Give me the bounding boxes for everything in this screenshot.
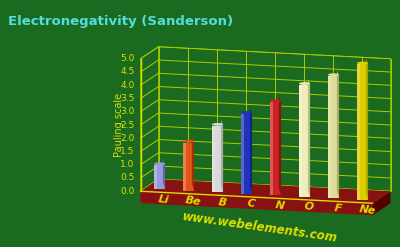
- Text: 4.0: 4.0: [120, 81, 134, 90]
- Text: B: B: [217, 197, 227, 208]
- Polygon shape: [154, 165, 165, 189]
- Polygon shape: [270, 102, 281, 195]
- Polygon shape: [366, 58, 368, 200]
- Ellipse shape: [183, 140, 194, 143]
- Polygon shape: [328, 76, 331, 198]
- Ellipse shape: [328, 73, 339, 76]
- Text: 1.0: 1.0: [120, 160, 134, 169]
- Polygon shape: [357, 64, 368, 200]
- Polygon shape: [372, 191, 390, 215]
- Polygon shape: [279, 96, 281, 195]
- Polygon shape: [183, 143, 194, 190]
- Polygon shape: [221, 120, 223, 192]
- Text: O: O: [304, 202, 314, 213]
- Text: Li: Li: [158, 194, 170, 206]
- Polygon shape: [328, 76, 339, 198]
- Polygon shape: [242, 114, 244, 193]
- Polygon shape: [158, 47, 390, 191]
- Text: Electronegativity (Sanderson): Electronegativity (Sanderson): [8, 15, 233, 28]
- Polygon shape: [212, 126, 223, 192]
- Text: 2.5: 2.5: [120, 121, 134, 129]
- Polygon shape: [300, 85, 302, 197]
- Polygon shape: [337, 70, 339, 198]
- Polygon shape: [241, 114, 252, 193]
- Text: 2.0: 2.0: [120, 134, 134, 143]
- Polygon shape: [140, 179, 390, 203]
- Ellipse shape: [270, 100, 281, 102]
- Text: 0.5: 0.5: [120, 173, 134, 183]
- Ellipse shape: [299, 82, 310, 85]
- Text: 3.5: 3.5: [120, 94, 134, 103]
- Polygon shape: [184, 143, 186, 190]
- Text: N: N: [275, 200, 285, 211]
- Polygon shape: [250, 108, 252, 193]
- Polygon shape: [358, 64, 360, 200]
- Ellipse shape: [357, 62, 368, 64]
- Text: Be: Be: [184, 195, 202, 208]
- Polygon shape: [270, 102, 273, 195]
- Text: 4.5: 4.5: [120, 67, 134, 77]
- Text: Ne: Ne: [358, 205, 376, 217]
- Polygon shape: [299, 85, 310, 197]
- Polygon shape: [154, 165, 157, 189]
- Text: www.webelements.com: www.webelements.com: [182, 210, 338, 244]
- Polygon shape: [212, 126, 215, 192]
- Polygon shape: [140, 47, 158, 191]
- Text: F: F: [334, 203, 342, 214]
- Ellipse shape: [212, 123, 223, 126]
- Polygon shape: [140, 191, 372, 215]
- Text: C: C: [246, 199, 256, 209]
- Polygon shape: [308, 79, 310, 197]
- Ellipse shape: [241, 111, 252, 114]
- Polygon shape: [192, 137, 194, 190]
- Text: 0.0: 0.0: [120, 187, 134, 196]
- Text: Pauling scale: Pauling scale: [114, 93, 124, 157]
- Polygon shape: [163, 159, 165, 189]
- Text: 3.0: 3.0: [120, 107, 134, 116]
- Text: 5.0: 5.0: [120, 54, 134, 63]
- Ellipse shape: [154, 162, 165, 165]
- Text: 1.5: 1.5: [120, 147, 134, 156]
